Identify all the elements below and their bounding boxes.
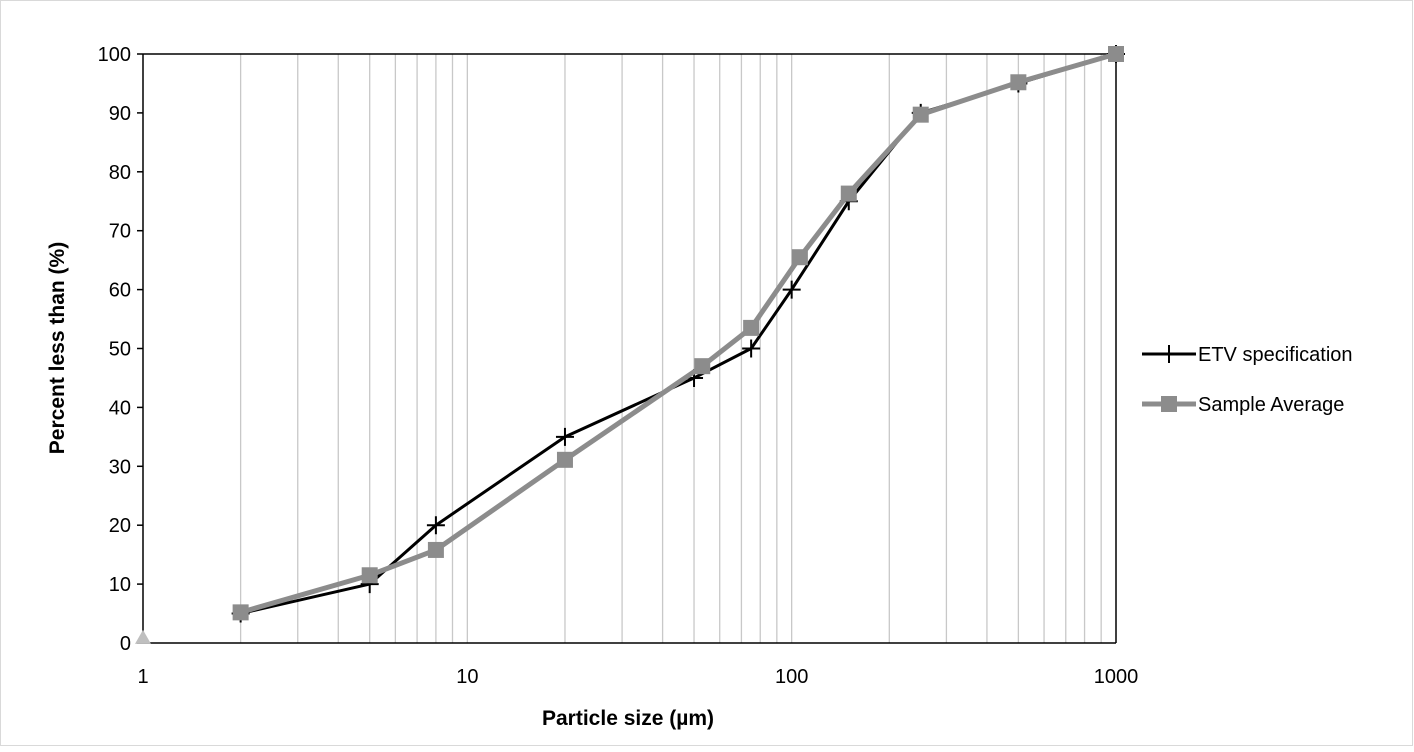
x-tick-label: 10 bbox=[456, 666, 478, 688]
y-axis-title: Percent less than (%) bbox=[46, 242, 69, 454]
square-marker bbox=[743, 319, 760, 336]
x-tick-label: 1 bbox=[137, 666, 148, 688]
y-tick-label: 80 bbox=[109, 162, 131, 184]
legend-entry-etv: ETV specification bbox=[1142, 344, 1353, 366]
square-marker bbox=[840, 185, 857, 202]
y-tick-label: 50 bbox=[109, 339, 131, 361]
legend-label-etv: ETV specification bbox=[1198, 344, 1353, 366]
x-axis-title: Particle size (µm) bbox=[542, 707, 714, 730]
square-marker bbox=[791, 249, 808, 266]
plus-marker bbox=[555, 427, 574, 446]
legend-plus-marker bbox=[1160, 345, 1178, 363]
triangle-marker bbox=[135, 629, 151, 644]
square-marker bbox=[232, 604, 249, 621]
y-tick-label: 100 bbox=[98, 44, 131, 66]
y-tick-label: 30 bbox=[109, 456, 131, 478]
x-tick-label: 100 bbox=[775, 666, 808, 688]
square-marker bbox=[361, 567, 378, 584]
legend: ETV specification Sample Average bbox=[1142, 344, 1353, 416]
y-tick-label: 0 bbox=[120, 633, 131, 655]
y-tick-label: 40 bbox=[109, 397, 131, 419]
square-marker bbox=[1010, 74, 1027, 91]
plus-marker bbox=[782, 280, 801, 299]
square-marker bbox=[694, 358, 711, 375]
y-tick-label: 10 bbox=[109, 574, 131, 596]
square-marker bbox=[1108, 46, 1124, 62]
y-tick-label: 20 bbox=[109, 515, 131, 537]
series-layer bbox=[135, 45, 1125, 644]
square-marker bbox=[912, 106, 929, 123]
y-tick-label: 90 bbox=[109, 103, 131, 125]
plus-marker bbox=[742, 339, 761, 358]
square-marker bbox=[556, 451, 573, 468]
legend-entry-sample: Sample Average bbox=[1142, 394, 1344, 416]
x-tick-label: 1000 bbox=[1094, 666, 1139, 688]
legend-label-sample: Sample Average bbox=[1198, 394, 1344, 416]
square-marker bbox=[427, 541, 444, 558]
legend-square-marker bbox=[1161, 396, 1177, 412]
y-tick-label: 70 bbox=[109, 221, 131, 243]
y-tick-label: 60 bbox=[109, 280, 131, 302]
plus-marker bbox=[426, 516, 445, 535]
